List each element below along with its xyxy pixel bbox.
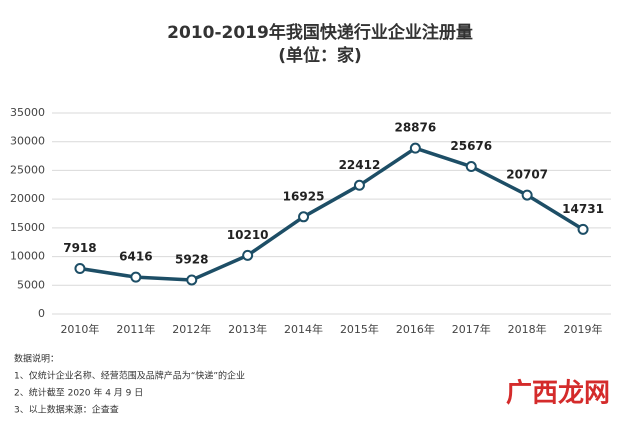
data-label: 28876	[394, 121, 436, 135]
note: 1、仅统计企业名称、经营范围及品牌产品为“快递”的企业	[14, 370, 245, 382]
x-tick-label: 2016年	[396, 322, 435, 336]
notes: 数据说明： 1、仅统计企业名称、经营范围及品牌产品为“快递”的企业 2、统计截至 2…	[14, 353, 245, 416]
data-label: 5928	[175, 252, 208, 266]
marker	[130, 271, 142, 283]
note: 3、以上数据来源：企查查	[14, 404, 119, 416]
x-tick-label: 2012年	[172, 322, 211, 336]
data-label: 10210	[227, 228, 269, 242]
y-tick-label: 0	[38, 307, 45, 320]
y-tick-label: 20000	[10, 192, 45, 205]
y-tick-label: 25000	[10, 163, 45, 176]
marker	[74, 263, 86, 275]
marker	[409, 142, 421, 154]
marker	[353, 179, 365, 191]
data-label: 25676	[450, 139, 492, 153]
y-tick-label: 35000	[10, 106, 45, 119]
watermark: 广西龙网	[506, 379, 610, 409]
line	[79, 146, 584, 282]
data-label: 14731	[562, 202, 604, 216]
data-label: 22412	[339, 158, 381, 172]
x-tick-label: 2010年	[60, 322, 99, 336]
x-tick-label: 2017年	[452, 322, 491, 336]
data-label: 6416	[119, 250, 152, 264]
marker	[577, 223, 589, 235]
x-tick-label: 2015年	[340, 322, 379, 336]
marker	[186, 274, 198, 286]
marker	[465, 161, 477, 173]
marker	[242, 249, 254, 261]
y-tick-label: 15000	[10, 221, 45, 234]
chart-title: 2010-2019年我国快递行业企业注册量	[167, 22, 473, 43]
note: 数据说明：	[14, 353, 59, 365]
y-tick-label: 30000	[10, 135, 45, 148]
chart-subtitle: (单位：家)	[278, 45, 362, 66]
marker	[521, 189, 533, 201]
x-tick-label: 2013年	[228, 322, 267, 336]
marker	[298, 211, 310, 223]
y-tick-label: 5000	[17, 278, 45, 291]
x-tick-label: 2014年	[284, 322, 323, 336]
note: 2、统计截至 2020 年 4 月 9 日	[14, 387, 143, 399]
data-label: 16925	[283, 189, 325, 203]
data-label: 7918	[63, 241, 96, 255]
x-tick-label: 2019年	[564, 322, 603, 336]
data-label: 20707	[506, 168, 548, 182]
x-tick-label: 2018年	[508, 322, 547, 336]
x-tick-label: 2011年	[116, 322, 155, 336]
y-tick-label: 10000	[10, 250, 45, 263]
